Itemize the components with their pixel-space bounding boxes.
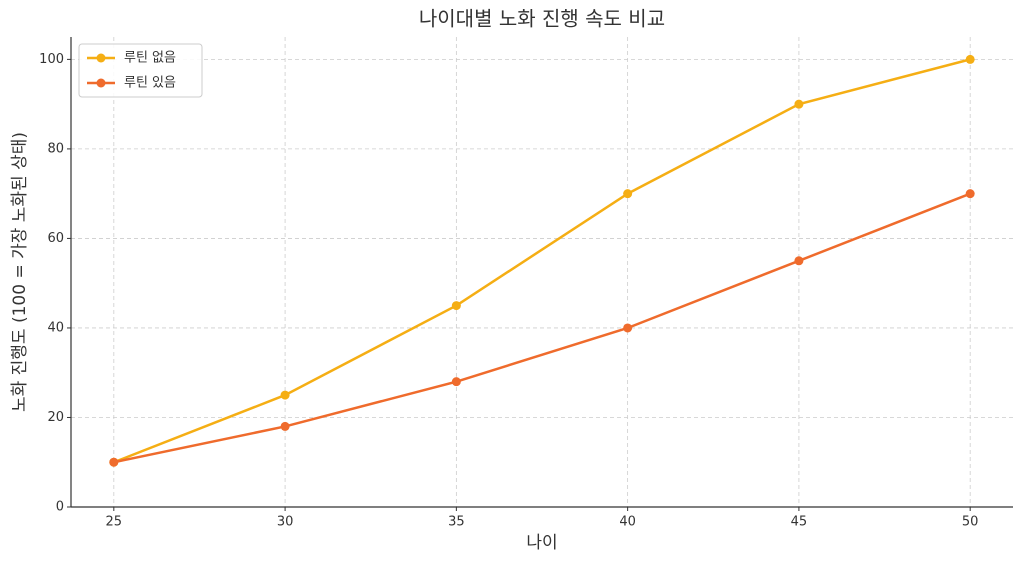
data-point (451, 301, 461, 311)
legend-marker (96, 78, 106, 88)
x-tick-label: 40 (619, 515, 636, 530)
y-tick-label: 80 (47, 141, 64, 156)
chart-title: 나이대별 노화 진행 속도 비교 (419, 7, 665, 31)
x-tick-label: 45 (791, 515, 808, 530)
x-tick-label: 50 (962, 515, 979, 530)
y-tick-label: 0 (56, 500, 64, 515)
y-tick-label: 40 (47, 320, 64, 335)
data-point (451, 377, 461, 387)
legend-marker (96, 53, 106, 63)
y-axis-label: 노화 진행도 (100 = 가장 노화된 상태) (10, 132, 30, 412)
x-tick-label: 30 (277, 515, 294, 530)
series-line (113, 58, 971, 464)
y-tick-label: 100 (39, 52, 64, 67)
data-point (794, 99, 804, 109)
y-tick-label: 20 (47, 410, 64, 425)
data-point (109, 457, 119, 467)
y-tick-label: 60 (47, 231, 64, 246)
series-line (113, 192, 971, 464)
legend-label: 루틴 없음 (124, 51, 176, 66)
x-tick-label: 25 (106, 515, 123, 530)
data-point (623, 189, 633, 199)
data-point (623, 323, 633, 333)
data-point (965, 54, 975, 64)
data-point (280, 390, 290, 400)
data-point (794, 256, 804, 266)
x-axis-label: 나이 (526, 533, 557, 553)
legend-label: 루틴 있음 (124, 76, 176, 91)
data-point (280, 421, 290, 431)
x-tick-label: 35 (448, 515, 465, 530)
data-point (965, 189, 975, 199)
